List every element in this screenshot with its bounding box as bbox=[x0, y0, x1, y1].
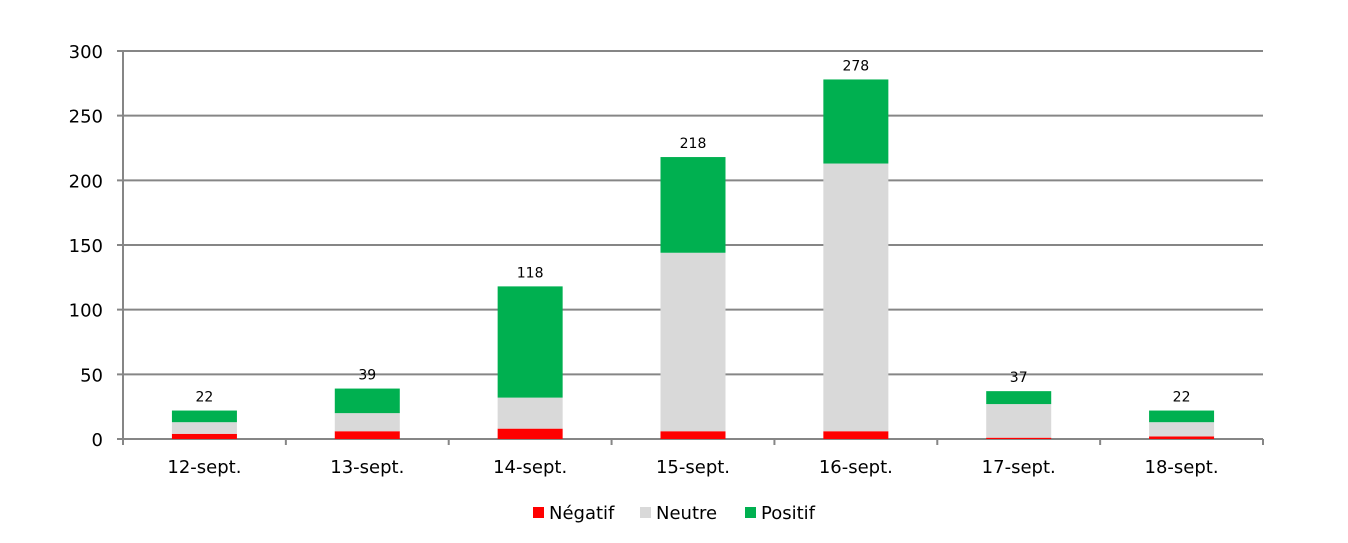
bar-segment-neutre bbox=[660, 252, 726, 432]
x-tick-label: 16-sept. bbox=[819, 457, 893, 478]
bar-segment-négatif bbox=[986, 437, 1052, 439]
y-tick-label: 0 bbox=[92, 430, 103, 451]
legend-label: Positif bbox=[761, 503, 816, 524]
bar-segment-négatif bbox=[660, 431, 726, 439]
y-tick-label: 100 bbox=[69, 301, 103, 322]
x-tick-label: 13-sept. bbox=[330, 457, 404, 478]
bar-segment-positif bbox=[823, 79, 889, 164]
y-tick-label: 300 bbox=[69, 42, 103, 63]
x-tick-label: 15-sept. bbox=[656, 457, 730, 478]
bar-segment-positif bbox=[334, 388, 400, 414]
bar-segment-positif bbox=[986, 391, 1052, 405]
bar-segment-positif bbox=[497, 286, 563, 398]
bar-segment-négatif bbox=[497, 428, 563, 439]
y-tick-label: 50 bbox=[80, 365, 103, 386]
x-tick-label: 17-sept. bbox=[982, 457, 1056, 478]
bar-segment-négatif bbox=[823, 431, 889, 439]
x-tick-label: 18-sept. bbox=[1145, 457, 1219, 478]
bar-segment-neutre bbox=[334, 413, 400, 432]
x-tick-label: 12-sept. bbox=[167, 457, 241, 478]
bar-segment-neutre bbox=[986, 404, 1052, 438]
legend-swatch bbox=[640, 507, 651, 518]
data-label: 278 bbox=[842, 58, 869, 74]
legend-label: Neutre bbox=[656, 503, 717, 524]
bar-segment-neutre bbox=[1149, 422, 1215, 437]
y-tick-label: 250 bbox=[69, 107, 103, 128]
bar-segment-négatif bbox=[1149, 436, 1215, 439]
bar-segment-positif bbox=[171, 410, 237, 423]
data-label: 22 bbox=[196, 390, 214, 406]
data-label: 118 bbox=[517, 265, 544, 281]
x-tick-label: 14-sept. bbox=[493, 457, 567, 478]
bar-segment-négatif bbox=[171, 433, 237, 439]
data-label: 39 bbox=[358, 368, 376, 384]
data-label: 37 bbox=[1010, 370, 1028, 386]
data-label: 22 bbox=[1173, 390, 1191, 406]
legend-label: Négatif bbox=[549, 503, 615, 524]
y-tick-label: 200 bbox=[69, 171, 103, 192]
legend-swatch bbox=[745, 507, 756, 518]
legend-swatch bbox=[533, 507, 544, 518]
bar-segment-neutre bbox=[497, 397, 563, 429]
bar-segment-neutre bbox=[823, 163, 889, 432]
bar-segment-positif bbox=[1149, 410, 1215, 423]
bar-segment-neutre bbox=[171, 422, 237, 434]
bar-segment-positif bbox=[660, 157, 726, 253]
y-tick-label: 150 bbox=[69, 236, 103, 257]
data-label: 218 bbox=[680, 136, 707, 152]
bar-segment-négatif bbox=[334, 431, 400, 439]
